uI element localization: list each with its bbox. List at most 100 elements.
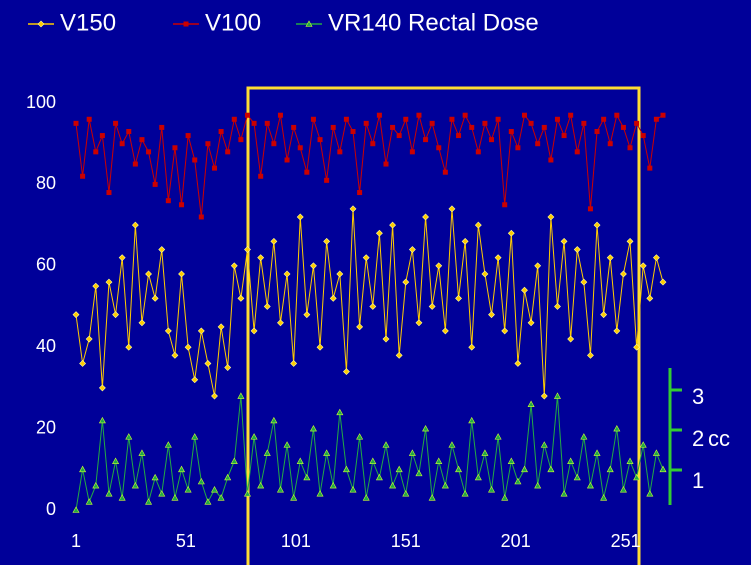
x-tick-label: 151 (391, 531, 421, 551)
marker (218, 128, 224, 134)
marker (626, 457, 634, 464)
marker (435, 457, 443, 464)
marker (508, 128, 514, 134)
marker (336, 408, 344, 416)
marker (309, 424, 317, 432)
marker (146, 149, 152, 155)
marker (429, 120, 435, 126)
marker (118, 254, 126, 262)
marker (158, 490, 166, 497)
marker (324, 177, 330, 183)
marker (250, 433, 258, 440)
marker (243, 490, 251, 497)
marker (138, 319, 146, 327)
marker (184, 343, 192, 351)
marker (415, 319, 423, 327)
marker (627, 145, 633, 151)
marker (507, 229, 515, 237)
marker (573, 473, 581, 481)
marker (112, 311, 119, 319)
marker (574, 149, 580, 155)
marker (456, 133, 462, 139)
marker (646, 490, 654, 497)
marker (290, 494, 298, 501)
marker (79, 360, 87, 367)
marker (224, 473, 232, 481)
marker (263, 449, 271, 456)
marker (640, 133, 646, 139)
marker (73, 120, 79, 126)
marker (442, 169, 448, 175)
marker (217, 494, 225, 501)
marker (613, 327, 621, 335)
marker (316, 343, 324, 351)
marker (244, 112, 250, 118)
marker (514, 477, 522, 485)
marker (171, 494, 179, 501)
marker (337, 149, 343, 155)
series-line (75, 395, 664, 511)
marker (178, 270, 185, 278)
marker (86, 116, 92, 122)
marker (105, 278, 113, 286)
marker (568, 112, 574, 118)
marker (428, 303, 436, 310)
marker (165, 198, 171, 204)
marker (183, 21, 189, 27)
marker (422, 424, 430, 432)
marker (482, 120, 488, 126)
marker (534, 481, 542, 489)
marker (303, 473, 311, 481)
marker (276, 486, 284, 493)
marker (350, 128, 356, 134)
marker (80, 173, 86, 179)
marker (606, 254, 614, 262)
marker (99, 133, 105, 139)
marker (448, 205, 456, 213)
marker (560, 490, 568, 497)
marker (98, 416, 106, 424)
marker (606, 465, 614, 473)
marker (620, 270, 627, 278)
marker (211, 486, 219, 493)
marker (362, 254, 370, 262)
marker (164, 441, 172, 448)
marker (607, 141, 613, 147)
marker (231, 116, 237, 122)
marker (415, 469, 423, 477)
marker (330, 124, 336, 130)
marker (474, 221, 482, 229)
marker (594, 128, 600, 134)
marker (125, 343, 133, 351)
marker (270, 237, 278, 245)
marker (653, 116, 659, 122)
marker (461, 237, 469, 245)
cc-label: 2 (692, 426, 704, 451)
marker (356, 433, 364, 440)
marker (145, 498, 153, 505)
marker (356, 323, 364, 331)
marker (580, 278, 588, 286)
marker (501, 327, 509, 335)
highlight-box (246, 86, 641, 565)
marker (329, 481, 337, 489)
marker (264, 120, 270, 126)
y-tick-label: 40 (36, 336, 56, 356)
marker (395, 465, 403, 473)
marker (270, 416, 278, 424)
marker (441, 327, 449, 335)
marker (409, 149, 415, 155)
marker (271, 141, 277, 147)
y-tick-label: 80 (36, 173, 56, 193)
marker (502, 202, 508, 208)
marker (395, 351, 403, 359)
marker (441, 481, 449, 489)
marker (389, 221, 397, 229)
marker (336, 270, 344, 278)
marker (197, 477, 205, 485)
marker (402, 490, 410, 497)
marker (462, 112, 468, 118)
marker (131, 221, 139, 229)
